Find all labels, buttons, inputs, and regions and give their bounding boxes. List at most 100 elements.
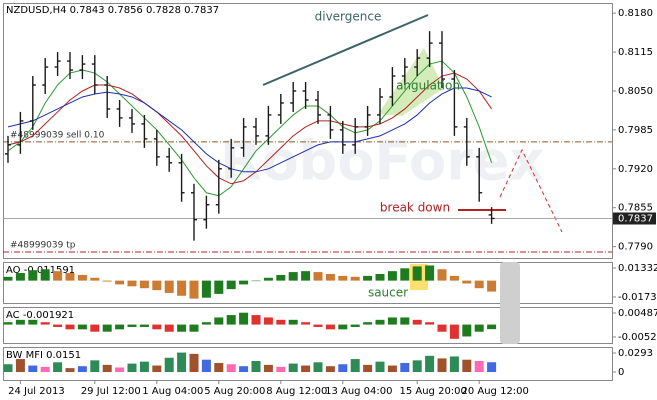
current-price-box — [613, 212, 656, 225]
histogram-bar — [412, 360, 422, 373]
histogram-bar — [301, 365, 311, 373]
histogram-bar — [177, 352, 187, 373]
histogram-bar — [288, 319, 298, 325]
histogram-bar — [313, 362, 323, 373]
histogram-bar — [90, 360, 100, 373]
annotation: angulation — [396, 79, 460, 93]
histogram-bar — [263, 317, 273, 325]
histogram-bar — [412, 266, 422, 281]
histogram-bar — [102, 280, 112, 282]
histogram-bar — [28, 270, 38, 281]
histogram-bar — [350, 276, 360, 281]
histogram-bar — [288, 272, 298, 281]
histogram-bar — [152, 280, 162, 291]
histogram-bar — [77, 324, 87, 330]
histogram-bar — [474, 280, 484, 289]
histogram-bar — [102, 324, 112, 332]
histogram-bar — [28, 319, 38, 325]
histogram-bar — [214, 280, 224, 294]
histogram-bar — [239, 366, 249, 373]
histogram-bar — [487, 362, 497, 373]
y-tick-label: 0.7985 — [618, 125, 653, 136]
y-tick-label: 0 — [618, 367, 624, 378]
histogram-bar — [350, 324, 360, 327]
x-tick-label: 15 Aug 20:00 — [399, 386, 466, 397]
histogram-bar — [53, 324, 63, 327]
histogram-bar — [325, 273, 335, 281]
histogram-bar — [164, 280, 174, 293]
histogram-bar — [239, 280, 249, 285]
histogram-bar — [177, 324, 187, 332]
histogram-bar — [338, 275, 348, 281]
histogram-bar — [15, 359, 25, 373]
y-tick-label: 0.01332 — [618, 263, 657, 274]
histogram-bar — [15, 273, 25, 281]
histogram-bar — [152, 365, 162, 373]
y-tick-label: 0.004877 — [618, 308, 657, 319]
histogram-bar — [263, 277, 273, 281]
y-tick-label: -0.00523 — [618, 332, 657, 343]
histogram-bar — [375, 319, 385, 325]
ao-panel — [3, 262, 613, 304]
moving-average — [7, 72, 493, 185]
histogram-bar — [251, 315, 261, 325]
current-price-label: 0.7837 — [618, 213, 653, 224]
histogram-bar — [412, 319, 422, 325]
histogram-bar — [301, 322, 311, 325]
histogram-bar — [164, 357, 174, 373]
histogram-bar — [276, 319, 286, 325]
x-tick-label: 20 Aug 12:00 — [461, 386, 528, 397]
x-tick-label: 13 Aug 04:00 — [325, 386, 392, 397]
histogram-bar — [251, 361, 261, 373]
histogram-bar — [40, 322, 50, 325]
histogram-bar — [201, 322, 211, 325]
price-panel — [3, 3, 613, 259]
x-tick-label: 29 Jul 12:00 — [81, 386, 141, 397]
histogram-bar — [214, 362, 224, 373]
histogram-bar — [3, 322, 13, 325]
histogram-bar — [437, 269, 447, 281]
histogram-bar — [65, 273, 75, 281]
histogram-bar — [338, 364, 348, 373]
order-label: #48999039 tp — [10, 241, 76, 251]
histogram-bar — [53, 362, 63, 373]
histogram-bar — [127, 363, 137, 373]
histogram-bar — [288, 363, 298, 373]
histogram-bar — [127, 324, 137, 327]
mfi-panel — [3, 347, 613, 381]
histogram-bar — [462, 280, 472, 284]
histogram-bar — [115, 280, 125, 285]
y-tick-label: 0.8180 — [618, 8, 653, 19]
histogram-bar — [226, 315, 236, 325]
histogram-bar — [139, 280, 149, 289]
annotation: break down — [380, 201, 450, 215]
histogram-bar — [263, 364, 273, 373]
y-tick-label: -0.0173 — [618, 292, 657, 303]
histogram-bar — [375, 273, 385, 281]
y-tick-label: 0.7790 — [618, 242, 653, 253]
y-tick-label: 0.8050 — [618, 86, 653, 97]
histogram-bar — [164, 324, 174, 332]
histogram-bar — [313, 272, 323, 281]
histogram-bar — [90, 277, 100, 281]
histogram-bar — [325, 366, 335, 373]
histogram-bar — [239, 312, 249, 325]
histogram-bar — [387, 271, 397, 281]
y-tick-label: 0.8115 — [618, 47, 653, 58]
histogram-bar — [115, 367, 125, 373]
histogram-bar — [139, 324, 149, 327]
histogram-bar — [363, 364, 373, 373]
histogram-bar — [449, 356, 459, 373]
histogram-bar — [350, 359, 360, 373]
histogram-bar — [338, 324, 348, 330]
ac-title: AC -0.001921 — [6, 310, 74, 321]
histogram-bar — [449, 275, 459, 281]
ac-panel — [3, 307, 613, 344]
histogram-bar — [425, 322, 435, 325]
histogram-bar — [400, 317, 410, 325]
histogram-bar — [462, 324, 472, 337]
projection — [499, 148, 563, 233]
histogram-bar — [400, 362, 410, 373]
